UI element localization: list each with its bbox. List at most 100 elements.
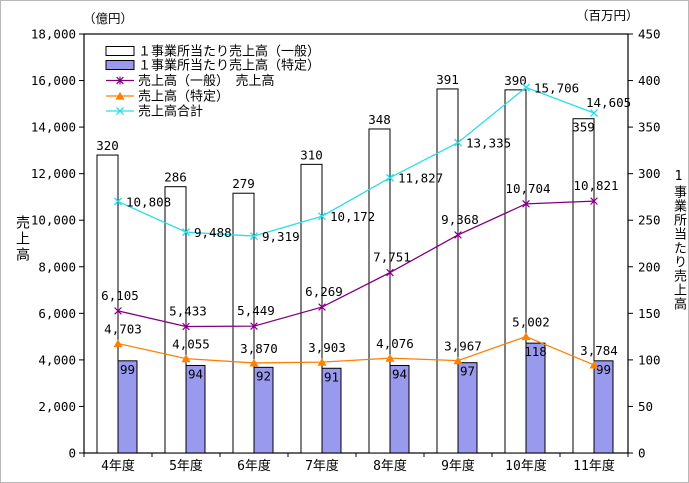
- y-left-tick-label: 14,000: [31, 120, 76, 135]
- bar-series-1: [117, 342, 614, 454]
- y-left-tick-label: 12,000: [31, 166, 76, 181]
- line-value-label: 10,808: [126, 194, 171, 209]
- marker-asterisk-icon: [250, 322, 258, 331]
- y-right-tick-label: 100: [638, 352, 661, 367]
- marker-asterisk-icon: [454, 230, 462, 239]
- marker-asterisk-icon: [114, 306, 122, 315]
- marker-asterisk-icon: [590, 197, 598, 206]
- bar-value-label: 94: [188, 366, 203, 381]
- marker-triangle-icon: [249, 358, 259, 367]
- right-axis-title: 1事業所当たり売上高: [671, 169, 686, 311]
- line-value-label: 4,703: [104, 322, 142, 337]
- line-value-label: 10,172: [330, 209, 375, 224]
- y-right-tick-label: 0: [638, 446, 646, 461]
- bar-value-label: 99: [120, 362, 135, 377]
- y-right-tick-label: 400: [638, 73, 661, 88]
- line-value-label: 3,784: [580, 343, 618, 358]
- line-value-label: 5,002: [512, 315, 550, 330]
- bar-value-label: 118: [524, 344, 547, 359]
- line-series-0: [114, 197, 598, 331]
- left-axis-unit: （億円）: [83, 11, 134, 26]
- bar: [300, 163, 323, 454]
- y-left-tick-label: 4,000: [38, 352, 76, 367]
- y-left-tick-label: 16,000: [31, 73, 76, 88]
- bar-series-0: [96, 88, 595, 454]
- line-value-label: 9,488: [194, 225, 232, 240]
- line-value-label: 6,269: [305, 284, 343, 299]
- bar-value-label: 348: [368, 112, 391, 127]
- line-series-2: [114, 83, 598, 241]
- y-left-tick-label: 18,000: [31, 27, 76, 42]
- marker-x-icon: [250, 232, 258, 241]
- left-axis-title: 売上高: [14, 215, 30, 263]
- legend-item-label: 売上高（一般） 売上高: [138, 73, 275, 89]
- marker-asterisk-icon: [116, 76, 124, 85]
- bar: [321, 367, 342, 454]
- bar: [572, 118, 595, 454]
- x-category-label: 7年度: [305, 458, 339, 474]
- legend-swatch-bar: [105, 46, 135, 56]
- line-value-label: 9,319: [262, 229, 300, 244]
- y-left-tick-label: 6,000: [38, 306, 76, 321]
- bar-value-label: 97: [460, 364, 475, 379]
- y-left-tick-label: 8,000: [38, 259, 76, 274]
- bar-value-label: 310: [300, 147, 323, 162]
- line-value-label: 13,335: [466, 136, 511, 151]
- line-value-label: 3,967: [444, 339, 482, 354]
- y-right-tick-label: 350: [638, 120, 661, 135]
- line-value-label: 3,870: [240, 341, 278, 356]
- marker-x-icon: [590, 109, 598, 118]
- marker-x-icon: [522, 83, 530, 92]
- line-value-label: 9,368: [441, 212, 479, 227]
- bar-value-label: 92: [256, 368, 271, 383]
- marker-asterisk-icon: [182, 322, 190, 331]
- bar-value-label: 91: [324, 369, 339, 384]
- marker-triangle-icon: [113, 339, 123, 348]
- bar: [117, 360, 138, 454]
- y-left-tick-label: 2,000: [38, 399, 76, 414]
- line-value-label: 3,903: [308, 340, 346, 355]
- legend-item-label: １事業所当たり売上高（特定）: [138, 58, 320, 74]
- y-right-tick-label: 50: [638, 399, 653, 414]
- legend-item-label: 売上高（特定）: [138, 89, 229, 105]
- line-value-label: 11,827: [398, 171, 443, 186]
- bar: [96, 154, 119, 454]
- legend-swatch-bar: [105, 60, 135, 70]
- bar: [389, 364, 410, 454]
- line-value-label: 10,704: [505, 181, 550, 196]
- y-right-tick-label: 300: [638, 166, 661, 181]
- marker-x-icon: [386, 173, 394, 182]
- bar: [504, 89, 527, 454]
- y-right-tick-label: 250: [638, 213, 661, 228]
- marker-asterisk-icon: [386, 268, 394, 277]
- bar-value-label: 279: [232, 176, 255, 191]
- y-right-tick-label: 150: [638, 306, 661, 321]
- line-value-label: 10,821: [573, 178, 618, 193]
- bar: [368, 128, 391, 454]
- line-path: [117, 200, 595, 328]
- marker-x-icon: [182, 228, 190, 237]
- x-category-label: 6年度: [237, 458, 271, 474]
- marker-x-icon: [114, 197, 122, 206]
- bar-value-label: 359: [572, 120, 595, 135]
- marker-asterisk-icon: [522, 199, 530, 208]
- line-value-label: 4,076: [376, 336, 414, 351]
- bar: [457, 362, 478, 454]
- marker-triangle-icon: [385, 353, 395, 362]
- marker-triangle-icon: [181, 354, 191, 363]
- line-path: [117, 86, 595, 237]
- bar-value-label: 320: [96, 138, 119, 153]
- bar-value-label: 99: [596, 362, 611, 377]
- bar-value-label: 391: [436, 72, 459, 87]
- marker-triangle-icon: [317, 357, 327, 366]
- marker-asterisk-icon: [318, 303, 326, 312]
- y-right-tick-label: 200: [638, 259, 661, 274]
- line-series-1: [113, 332, 599, 369]
- legend: １事業所当たり売上高（一般）１事業所当たり売上高（特定）売上高（一般） 売上高売…: [105, 44, 320, 120]
- marker-triangle-icon: [115, 91, 125, 100]
- bar: [593, 360, 614, 454]
- line-value-label: 4,055: [172, 337, 210, 352]
- line-value-label: 14,605: [586, 95, 631, 110]
